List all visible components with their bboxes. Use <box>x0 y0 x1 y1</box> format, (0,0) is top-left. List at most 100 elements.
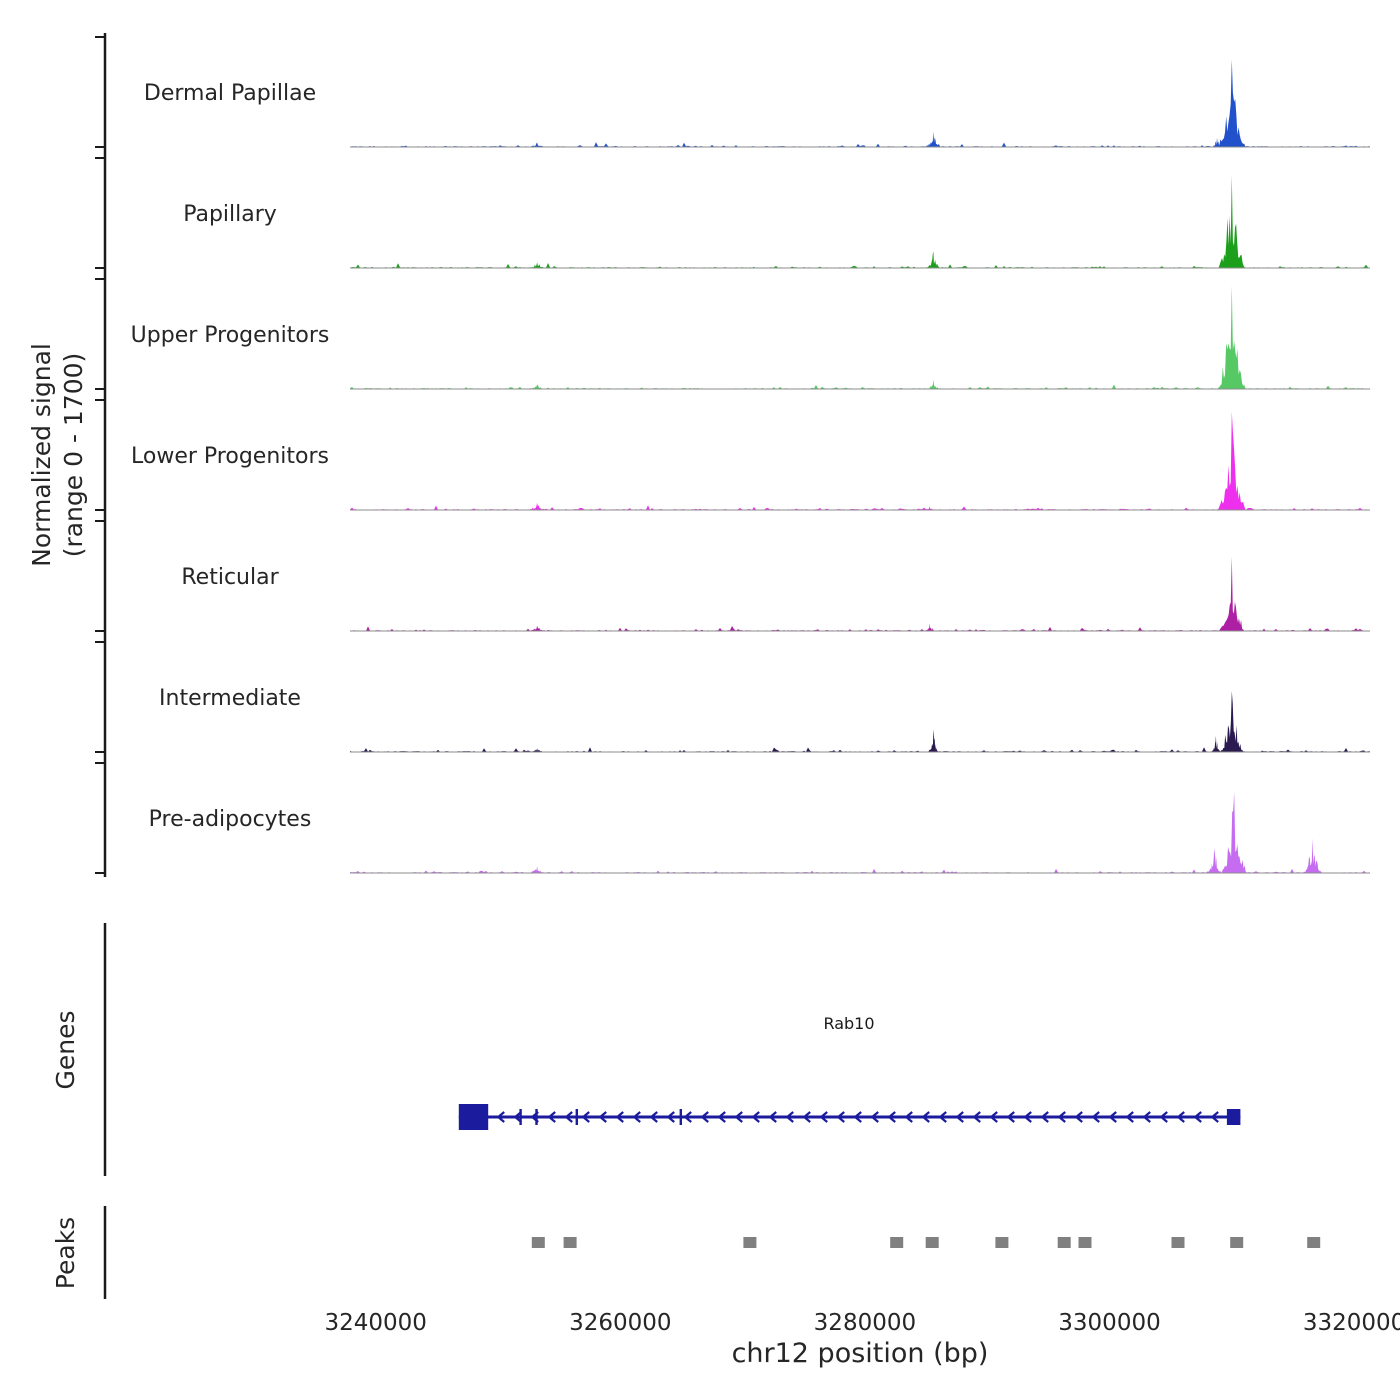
signal-peak <box>527 262 547 268</box>
peak-call-box <box>563 1237 577 1248</box>
peak-call-box <box>1171 1237 1185 1248</box>
track-label: Pre-adipocytes <box>149 807 312 832</box>
gene-strand-arrow <box>1057 1111 1066 1123</box>
signal-peak <box>527 866 547 873</box>
axes-layer: 3240000 3260000 3280000 3300000 3320000 <box>95 33 1400 1336</box>
gene-strand-arrow <box>513 1111 522 1123</box>
gene-strand-arrow <box>717 1111 726 1123</box>
gene-strand-arrow <box>955 1111 964 1123</box>
signal-peak <box>529 748 545 752</box>
signal-noise-track-3 <box>350 505 1370 510</box>
signal-peak <box>1303 838 1322 873</box>
signal-peak <box>1217 285 1247 389</box>
y-axis-label-line1: Normalized signal <box>27 343 56 567</box>
gene-strand-arrow <box>1023 1111 1032 1123</box>
peaks-section-label: Peaks <box>51 1217 80 1289</box>
gene-exon <box>1226 1109 1241 1125</box>
gene-strand-arrow <box>564 1111 573 1123</box>
signal-peak <box>528 384 546 389</box>
peak-call-box <box>1078 1237 1092 1248</box>
signal-peak <box>1218 556 1246 631</box>
gene-strand-arrow <box>938 1111 947 1123</box>
gene-strand-arrow <box>632 1111 641 1123</box>
gene-strand-arrow <box>700 1111 709 1123</box>
track-label: Intermediate <box>159 686 301 711</box>
gene-exon <box>458 1104 489 1130</box>
y-axis-label-line2: (range 0 - 1700) <box>59 353 88 558</box>
signal-peak <box>1219 691 1244 752</box>
gene-strand-arrow <box>836 1111 845 1123</box>
gene-strand-arrow <box>887 1111 896 1123</box>
gene-exon <box>575 1109 578 1125</box>
gene-exon <box>535 1109 538 1125</box>
track-label: Upper Progenitors <box>131 323 330 348</box>
track-label: Lower Progenitors <box>131 444 329 469</box>
signal-peak <box>1217 411 1247 510</box>
gene-strand-arrow <box>598 1111 607 1123</box>
gene-strand-arrow <box>734 1111 743 1123</box>
signal-peak <box>1220 792 1248 873</box>
gene-strand-arrow <box>802 1111 811 1123</box>
peak-call-box <box>1307 1237 1321 1248</box>
signal-peak <box>1207 848 1222 873</box>
x-tick-label: 3320000 <box>1303 1310 1400 1336</box>
gene-strand-arrow <box>853 1111 862 1123</box>
signal-peak <box>1217 175 1246 268</box>
gene-strand-arrow <box>989 1111 998 1123</box>
gene-strand-arrow <box>1108 1111 1117 1123</box>
peak-call-box <box>1230 1237 1244 1248</box>
signal-noise-track-0 <box>350 142 1370 147</box>
gene-strand-arrow <box>870 1111 879 1123</box>
gene-strand-arrow <box>819 1111 828 1123</box>
track-label: Papillary <box>183 202 277 227</box>
gene-strand-arrow <box>1091 1111 1100 1123</box>
x-axis-label: chr12 position (bp) <box>732 1338 989 1369</box>
gene-strand-arrow <box>785 1111 794 1123</box>
gene-strand-arrow <box>649 1111 658 1123</box>
signal-peak <box>924 506 936 510</box>
gene-name-label: Rab10 <box>823 1014 874 1033</box>
signal-noise-track-5 <box>350 747 1370 752</box>
signal-peak <box>927 379 940 389</box>
gene-strand-arrow <box>1159 1111 1168 1123</box>
gene-strand-arrow <box>1176 1111 1185 1123</box>
signal-peak <box>1211 137 1223 147</box>
signal-peak <box>527 142 547 147</box>
gene-strand-arrow <box>683 1111 692 1123</box>
gene-strand-arrow <box>1210 1111 1219 1123</box>
peak-call-box <box>531 1237 545 1248</box>
gene-strand-arrow <box>904 1111 913 1123</box>
gene-strand-arrow <box>1006 1111 1015 1123</box>
signal-noise-track-2 <box>350 384 1370 389</box>
gene-strand-arrow <box>530 1111 539 1123</box>
gene-strand-arrow <box>496 1111 505 1123</box>
track-label: Dermal Papillae <box>144 81 316 106</box>
gene-strand-arrow <box>1125 1111 1134 1123</box>
signal-peak <box>927 729 939 752</box>
signal-tracks-layer: Dermal Papillae Papillary Upper Progenitor… <box>131 59 1370 874</box>
gene-strand-arrow <box>615 1111 624 1123</box>
signal-peak <box>924 131 942 147</box>
signal-peak <box>527 625 547 631</box>
x-tick-label: 3280000 <box>814 1310 916 1336</box>
gene-strand-arrow <box>1074 1111 1083 1123</box>
signal-peak <box>1210 735 1222 752</box>
track-label: Reticular <box>181 565 279 590</box>
gene-strand-arrow <box>1193 1111 1202 1123</box>
peak-call-box <box>995 1237 1009 1248</box>
signal-peak <box>1217 59 1247 147</box>
signal-noise-track-4 <box>350 626 1370 631</box>
x-tick-label: 3260000 <box>569 1310 671 1336</box>
signal-peak <box>923 623 936 631</box>
gene-strand-arrow <box>1142 1111 1151 1123</box>
peak-call-box <box>743 1237 757 1248</box>
gene-strand-arrow <box>972 1111 981 1123</box>
gene-strand-arrow <box>666 1111 675 1123</box>
gene-exon <box>519 1109 522 1125</box>
genes-section-label: Genes <box>51 1010 80 1089</box>
peak-call-box <box>925 1237 939 1248</box>
gene-exon <box>679 1109 682 1125</box>
gene-strand-arrow <box>921 1111 930 1123</box>
